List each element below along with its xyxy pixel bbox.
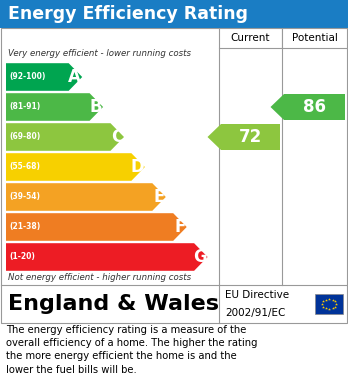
Text: B: B [89, 98, 102, 116]
Text: (69-80): (69-80) [9, 133, 40, 142]
Bar [219, 28, 282, 48]
Text: (81-91): (81-91) [9, 102, 40, 111]
Text: (55-68): (55-68) [9, 163, 40, 172]
Text: 86: 86 [303, 98, 326, 116]
Bar [315, 294, 343, 314]
Text: (1-20): (1-20) [9, 253, 35, 262]
Bar [0, 0, 348, 28]
Polygon shape [6, 153, 145, 181]
Text: A: A [68, 68, 81, 86]
Text: Not energy efficient - higher running costs: Not energy efficient - higher running co… [8, 273, 191, 282]
Polygon shape [6, 183, 166, 211]
Text: 72: 72 [239, 128, 262, 146]
Text: Current: Current [231, 33, 270, 43]
Polygon shape [270, 94, 345, 120]
Text: (21-38): (21-38) [9, 222, 40, 231]
Polygon shape [207, 124, 280, 150]
Text: (39-54): (39-54) [9, 192, 40, 201]
Text: 2002/91/EC: 2002/91/EC [225, 308, 285, 318]
Polygon shape [6, 123, 124, 151]
Text: C: C [111, 128, 123, 146]
Polygon shape [6, 213, 187, 241]
Text: F: F [174, 218, 186, 236]
Polygon shape [6, 63, 82, 91]
Text: The energy efficiency rating is a measure of the
overall efficiency of a home. T: The energy efficiency rating is a measur… [6, 325, 258, 375]
Text: Potential: Potential [292, 33, 338, 43]
Text: (92-100): (92-100) [9, 72, 45, 81]
Polygon shape [6, 243, 208, 271]
Text: G: G [193, 248, 207, 266]
Text: England & Wales: England & Wales [8, 294, 219, 314]
Bar [1, 28, 347, 323]
Text: EU Directive: EU Directive [225, 290, 289, 300]
Polygon shape [6, 93, 103, 121]
Text: Energy Efficiency Rating: Energy Efficiency Rating [8, 5, 248, 23]
Bar [282, 28, 347, 48]
Text: E: E [153, 188, 165, 206]
Text: Very energy efficient - lower running costs: Very energy efficient - lower running co… [8, 49, 191, 58]
Text: D: D [130, 158, 144, 176]
